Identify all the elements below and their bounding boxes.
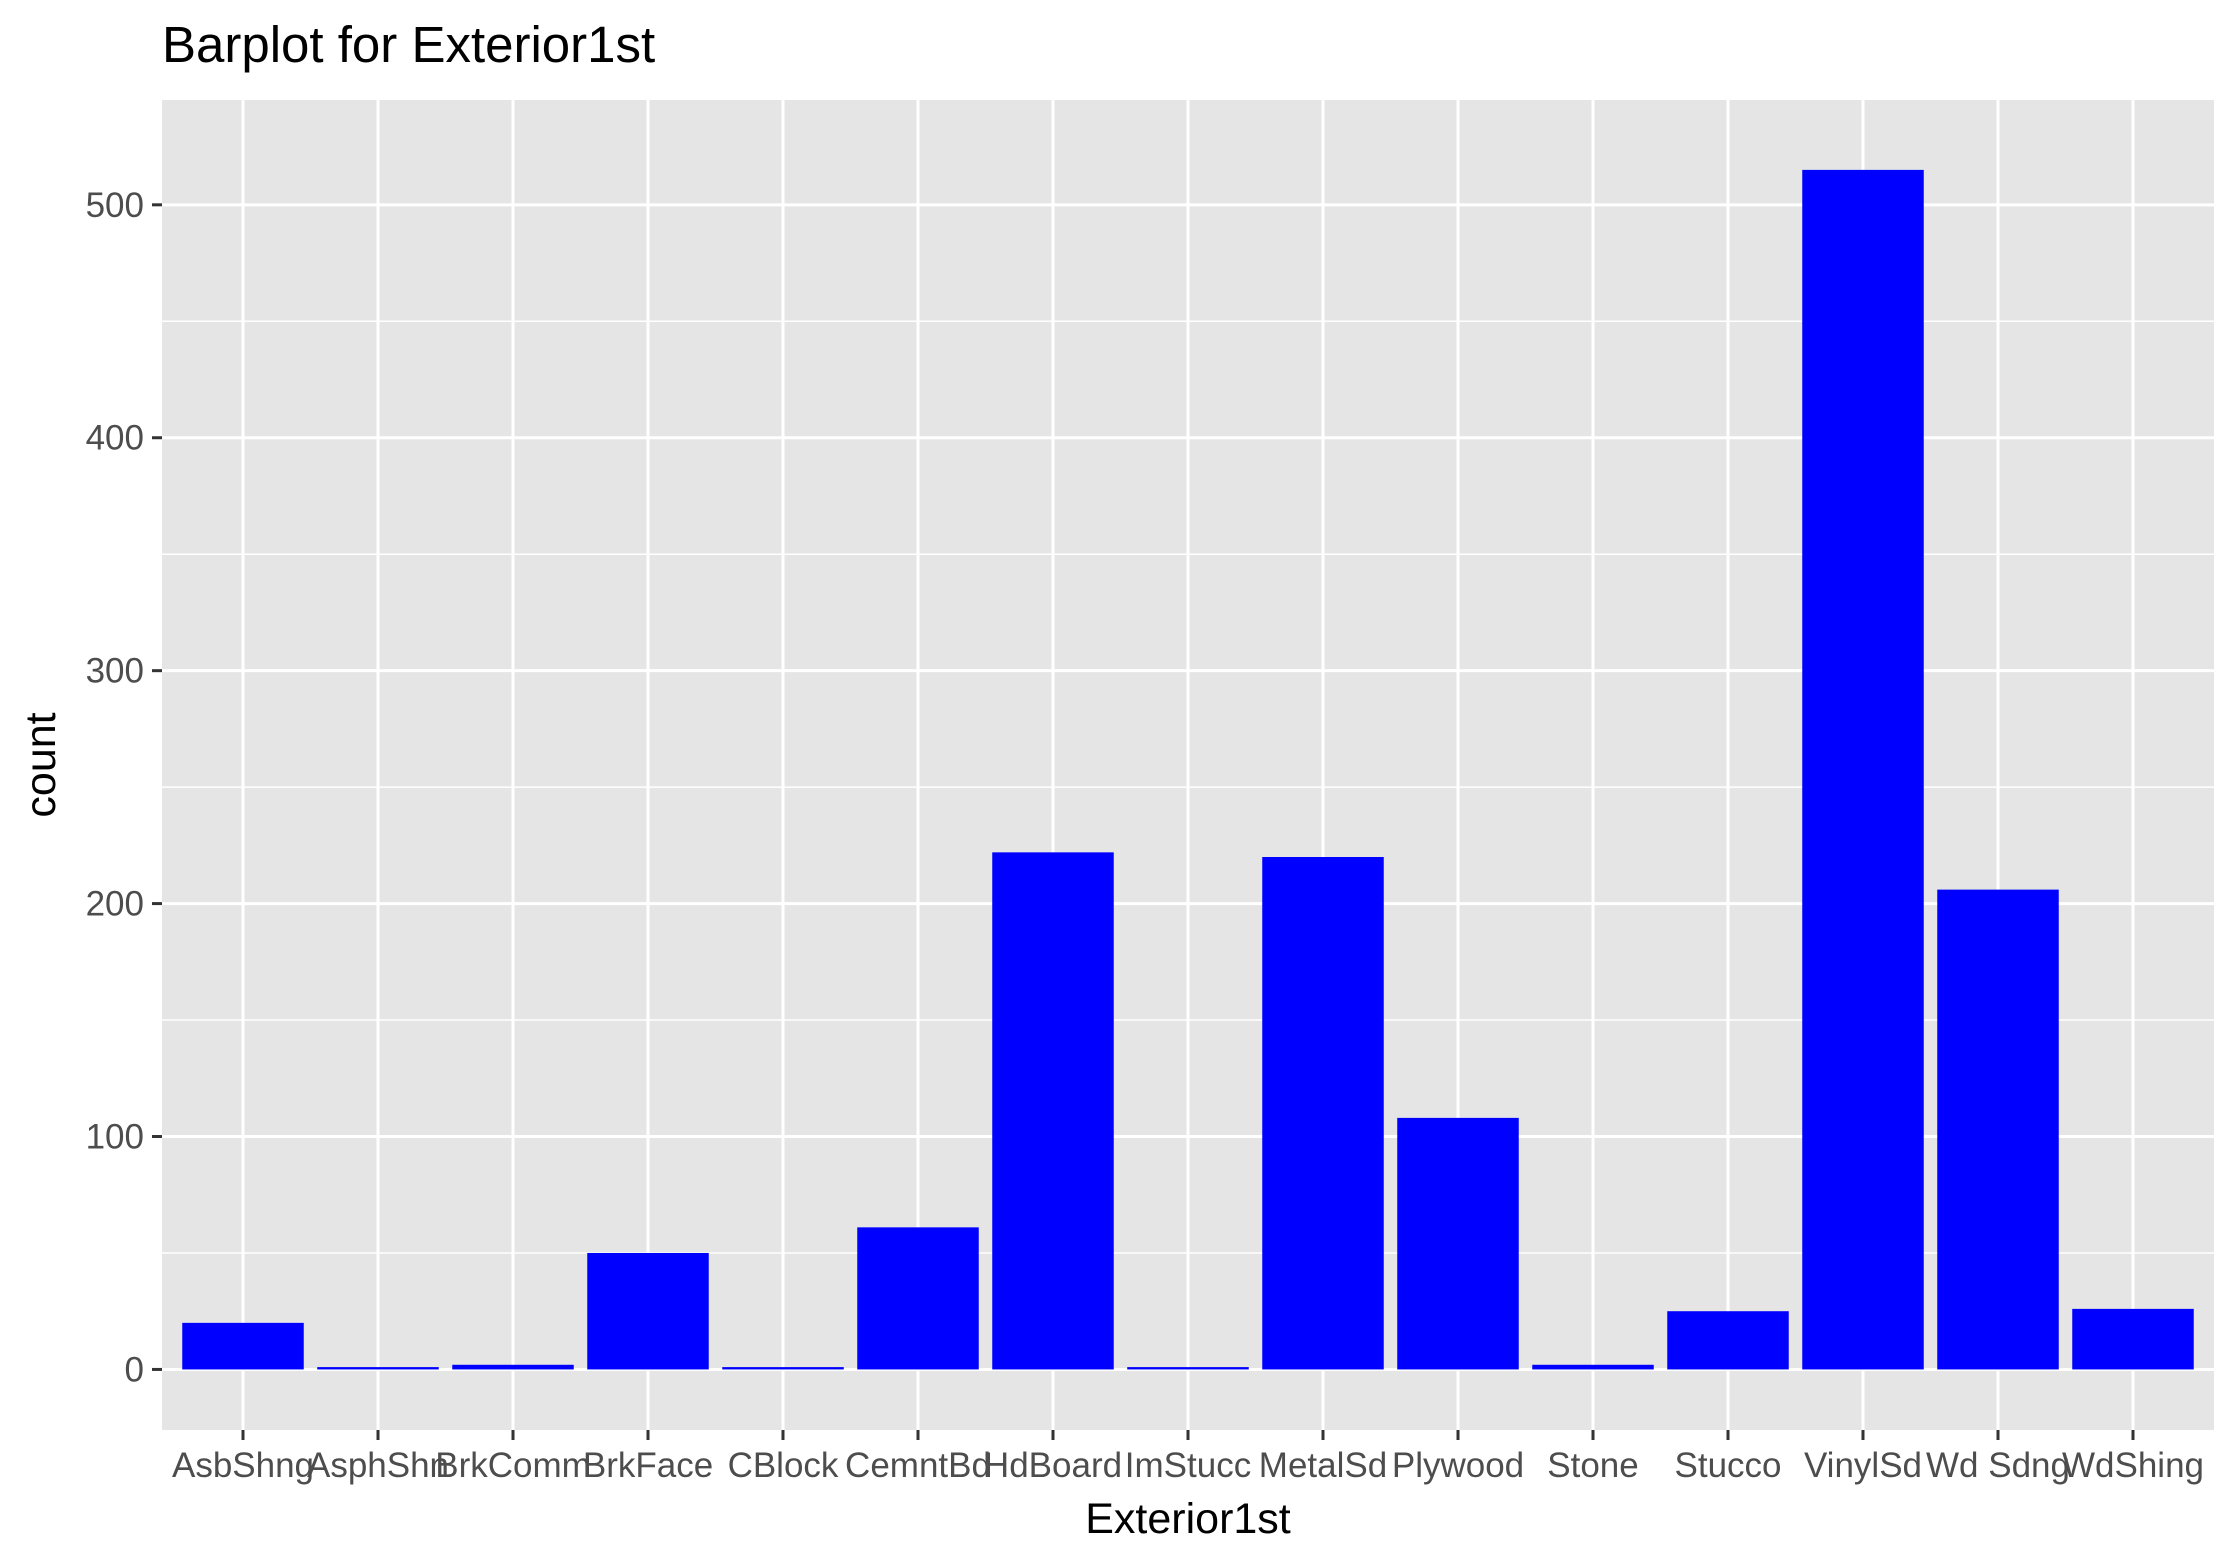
bar-stone <box>1532 1364 1654 1370</box>
x-tick-label: ImStucc <box>1125 1446 1251 1485</box>
bar-hdboard <box>992 852 1114 1370</box>
x-tick-label: Plywood <box>1392 1446 1524 1485</box>
bar-vinylsd <box>1802 169 1924 1370</box>
y-axis-title: count <box>17 712 65 817</box>
bar-asphshn <box>317 1367 439 1370</box>
y-tick-label: 200 <box>86 885 144 924</box>
y-tick-label: 0 <box>125 1350 144 1389</box>
bar-wd-sdng <box>1937 889 2059 1370</box>
bar-brkface <box>587 1252 709 1370</box>
x-tick-label: MetalSd <box>1259 1446 1387 1485</box>
x-tick-label: VinylSd <box>1804 1446 1922 1485</box>
bar-stucco <box>1667 1311 1789 1370</box>
bar-brkcomm <box>452 1364 574 1370</box>
x-tick-label: AsbShng <box>172 1446 314 1485</box>
x-tick-label: HdBoard <box>984 1446 1122 1485</box>
y-tick-label: 100 <box>86 1118 144 1157</box>
x-tick-label: Stone <box>1547 1446 1638 1485</box>
chart-title: Barplot for Exterior1st <box>162 16 655 73</box>
x-tick-label: WdShing <box>2062 1446 2204 1485</box>
bar-metalsd <box>1262 857 1384 1370</box>
x-tick-label: Wd Sdng <box>1926 1446 2070 1485</box>
y-tick-label: 500 <box>86 186 144 225</box>
bar-wdshing <box>2072 1308 2194 1370</box>
x-axis-title: Exterior1st <box>1085 1495 1291 1543</box>
y-tick-label: 300 <box>86 652 144 691</box>
x-tick-label: BrkComm <box>435 1446 591 1485</box>
bar-cblock <box>722 1367 844 1370</box>
x-tick-label: Stucco <box>1675 1446 1782 1485</box>
bar-plywood <box>1397 1117 1519 1370</box>
bar-asbshng <box>182 1322 304 1370</box>
bars <box>182 169 2194 1370</box>
bar-cemntbd <box>857 1227 979 1370</box>
x-tick-label: CemntBd <box>845 1446 991 1485</box>
x-tick-label: CBlock <box>728 1446 839 1485</box>
y-tick-label: 400 <box>86 419 144 458</box>
bar-imstucc <box>1127 1367 1249 1370</box>
y-axis: 0 100 200 300 400 500 <box>86 186 162 1389</box>
x-tick-label: BrkFace <box>583 1446 713 1485</box>
x-tick-label: AsphShn <box>307 1446 449 1485</box>
